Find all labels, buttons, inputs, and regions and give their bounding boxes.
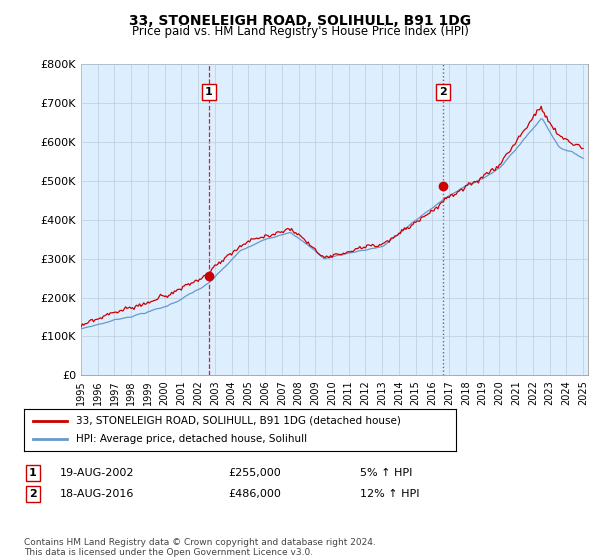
Text: 5% ↑ HPI: 5% ↑ HPI [360, 468, 412, 478]
Text: 1: 1 [29, 468, 37, 478]
Text: 1: 1 [205, 87, 212, 97]
Text: £486,000: £486,000 [228, 489, 281, 499]
Text: Contains HM Land Registry data © Crown copyright and database right 2024.
This d: Contains HM Land Registry data © Crown c… [24, 538, 376, 557]
Text: 19-AUG-2002: 19-AUG-2002 [60, 468, 134, 478]
Text: £255,000: £255,000 [228, 468, 281, 478]
Text: HPI: Average price, detached house, Solihull: HPI: Average price, detached house, Soli… [76, 434, 307, 444]
Text: 12% ↑ HPI: 12% ↑ HPI [360, 489, 419, 499]
Text: 33, STONELEIGH ROAD, SOLIHULL, B91 1DG (detached house): 33, STONELEIGH ROAD, SOLIHULL, B91 1DG (… [76, 416, 401, 426]
Text: 2: 2 [29, 489, 37, 499]
Text: Price paid vs. HM Land Registry's House Price Index (HPI): Price paid vs. HM Land Registry's House … [131, 25, 469, 38]
Text: 33, STONELEIGH ROAD, SOLIHULL, B91 1DG: 33, STONELEIGH ROAD, SOLIHULL, B91 1DG [129, 14, 471, 28]
Text: 18-AUG-2016: 18-AUG-2016 [60, 489, 134, 499]
Text: 2: 2 [439, 87, 447, 97]
